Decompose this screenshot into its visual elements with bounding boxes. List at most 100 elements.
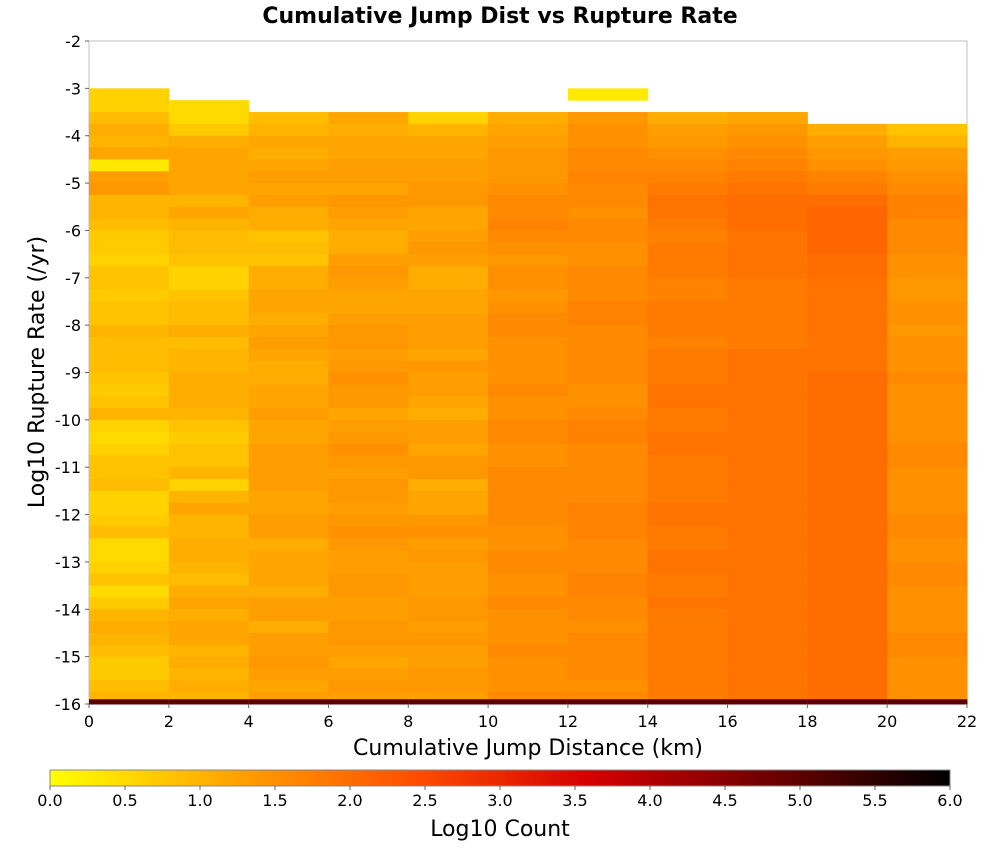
heatmap-cell	[89, 632, 170, 646]
heatmap-cell	[887, 514, 968, 527]
heatmap-cell	[89, 561, 170, 575]
heatmap-cell	[328, 561, 409, 575]
heatmap-cell	[887, 325, 968, 338]
heatmap-cell	[408, 242, 489, 255]
heatmap-cell	[567, 135, 649, 149]
heatmap-cell	[328, 526, 409, 539]
heatmap-cell	[408, 147, 489, 160]
heatmap-cell	[328, 372, 409, 385]
heatmap-cell	[408, 408, 489, 421]
heatmap-cell	[248, 479, 329, 492]
heatmap-cell	[647, 242, 729, 255]
heatmap-cell	[89, 254, 170, 267]
heatmap-cell	[168, 384, 250, 397]
heatmap-cell	[567, 289, 649, 302]
heatmap-cell	[727, 313, 808, 326]
heatmap-cell	[727, 254, 808, 267]
heatmap-cell	[168, 621, 250, 634]
heatmap-cell	[807, 301, 888, 314]
heatmap-cell	[89, 656, 170, 669]
heatmap-cell	[647, 467, 729, 480]
heatmap-cell	[807, 632, 888, 646]
heatmap-cell	[887, 218, 968, 231]
heatmap-cell	[807, 538, 888, 551]
heatmap-cell	[727, 597, 808, 610]
heatmap-cell	[89, 325, 170, 338]
heatmap-cell	[807, 171, 888, 184]
heatmap-cell	[89, 699, 170, 705]
heatmap-cell	[168, 699, 250, 705]
heatmap-cell	[807, 443, 888, 456]
heatmap-cell	[408, 455, 489, 468]
heatmap-cell	[328, 242, 409, 255]
heatmap-cell	[647, 585, 729, 598]
heatmap-cell	[647, 538, 729, 551]
heatmap-cell	[727, 348, 808, 362]
heatmap-cell	[488, 313, 569, 326]
heatmap-cell	[727, 585, 808, 598]
heatmap-cell	[248, 325, 329, 338]
heatmap-cell	[408, 699, 489, 705]
heatmap-cell	[328, 621, 409, 634]
y-tick-label: -5	[65, 174, 81, 193]
heatmap-cell	[727, 112, 808, 125]
heatmap-cell	[408, 585, 489, 598]
x-tick-label: 18	[797, 712, 817, 731]
heatmap-cell	[647, 573, 729, 587]
heatmap-cell	[328, 419, 409, 433]
heatmap-cell	[807, 183, 888, 196]
x-tick-label: 12	[558, 712, 578, 731]
heatmap-cell	[567, 431, 649, 445]
heatmap-cell	[727, 656, 808, 669]
heatmap-cell	[168, 147, 250, 160]
heatmap-cell	[328, 479, 409, 492]
heatmap-cell	[248, 561, 329, 575]
y-tick-label: -8	[65, 316, 81, 335]
heatmap-cell	[248, 632, 329, 646]
heatmap-cell	[567, 408, 649, 421]
colorbar-tick-label: 3.0	[487, 791, 512, 810]
heatmap-cell	[89, 550, 170, 563]
heatmap-cell	[488, 526, 569, 539]
heatmap-cell	[168, 277, 250, 291]
heatmap-cell	[168, 561, 250, 575]
heatmap-cell	[647, 550, 729, 563]
heatmap-cell	[168, 348, 250, 362]
heatmap-cell	[567, 230, 649, 243]
heatmap-cell	[807, 408, 888, 421]
heatmap-cell	[89, 242, 170, 255]
heatmap-cell	[807, 680, 888, 693]
heatmap-cell	[647, 112, 729, 125]
heatmap-cell	[647, 171, 729, 184]
heatmap-cell	[727, 526, 808, 539]
heatmap-cell	[328, 514, 409, 527]
heatmap-cell	[248, 242, 329, 255]
heatmap-cell	[488, 585, 569, 598]
heatmap-cell	[248, 277, 329, 291]
heatmap-cell	[328, 538, 409, 551]
heatmap-cell	[168, 325, 250, 338]
heatmap-cell	[488, 467, 569, 480]
heatmap-cell	[887, 431, 968, 445]
heatmap-cell	[647, 490, 729, 504]
heatmap-cell	[727, 443, 808, 456]
heatmap-cell	[89, 100, 170, 113]
heatmap-cell	[727, 265, 808, 279]
heatmap-cell	[328, 597, 409, 610]
heatmap-cell	[727, 668, 808, 681]
heatmap-cell	[89, 431, 170, 445]
heatmap-cell	[567, 254, 649, 267]
heatmap-cell	[89, 443, 170, 456]
x-tick-label: 6	[323, 712, 333, 731]
heatmap-cell	[248, 301, 329, 314]
heatmap-cell	[887, 526, 968, 539]
heatmap-cell	[647, 147, 729, 160]
heatmap-cell	[89, 502, 170, 516]
heatmap-cell	[727, 431, 808, 445]
heatmap-cell	[168, 467, 250, 480]
heatmap-cell	[727, 455, 808, 468]
heatmap-cell	[248, 123, 329, 137]
colorbar	[49, 769, 951, 787]
heatmap-cell	[328, 325, 409, 338]
heatmap-cell	[807, 479, 888, 492]
